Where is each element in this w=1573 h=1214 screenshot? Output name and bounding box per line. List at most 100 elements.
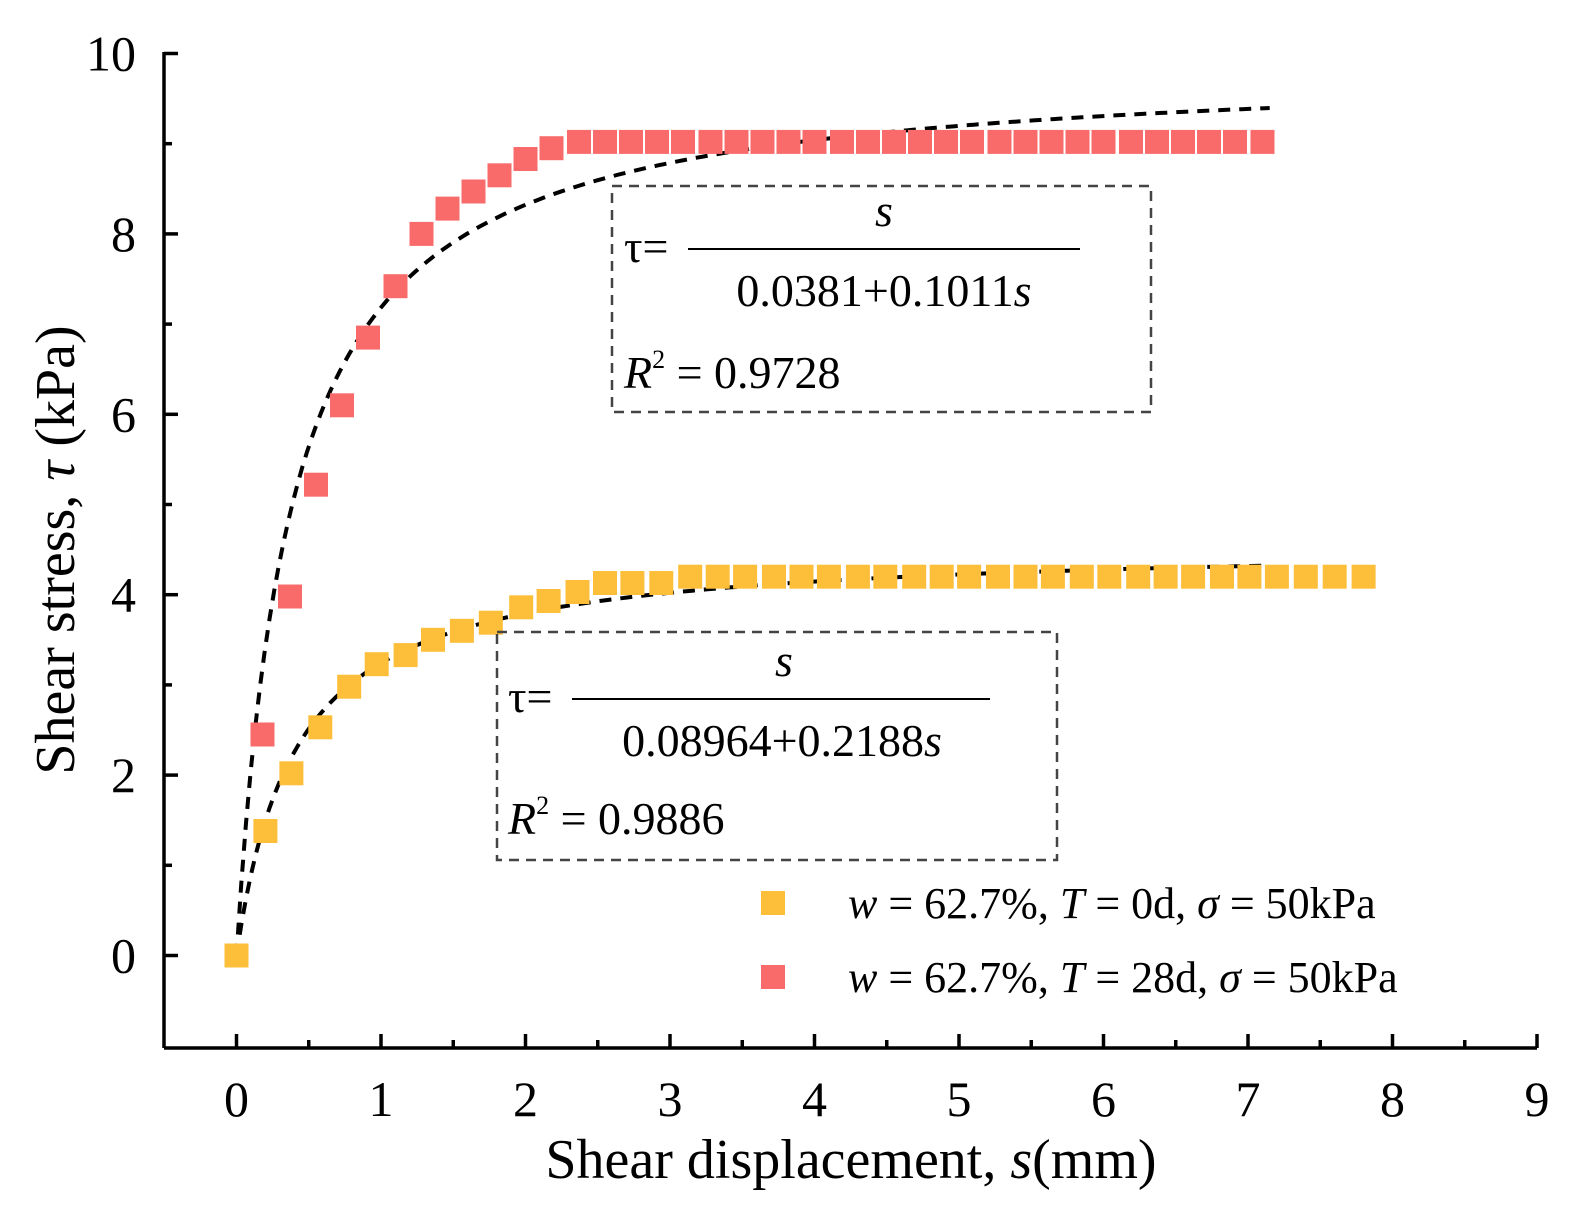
data-point-t0 [873, 564, 898, 589]
y-tick-label: 2 [111, 747, 136, 803]
data-point-t0 [253, 819, 278, 843]
x-tick-label: 8 [1380, 1071, 1405, 1127]
x-ticks: 0 1 2 3 4 5 6 7 8 9 [224, 1034, 1550, 1127]
data-point-t28 [1197, 129, 1221, 154]
data-point-t0 [1181, 564, 1206, 589]
data-point-t0 [308, 715, 333, 740]
data-point-t0 [816, 564, 841, 589]
equation-box-frame [495, 630, 1059, 862]
data-point-t0 [1237, 564, 1262, 589]
x-tick-label: 2 [513, 1071, 538, 1127]
r-label: R [623, 347, 652, 398]
r-value: = 0.9728 [665, 347, 840, 398]
data-point-t0 [620, 571, 645, 595]
data-point-t0 [762, 564, 786, 589]
r-exponent: 2 [652, 345, 665, 374]
data-point-t28 [278, 584, 302, 609]
x-axis-title: Shear displacement, s(mm) [545, 1129, 1156, 1191]
data-point-t28 [250, 722, 275, 747]
equation-denominator: 0.08964+0.2188s [622, 715, 942, 766]
y-tick-label: 8 [111, 206, 136, 262]
data-point-t0 [1013, 564, 1038, 589]
equation-box-frame [610, 184, 1153, 414]
data-point-t0 [393, 643, 418, 668]
data-point-t28 [1145, 129, 1169, 154]
data-point-t0 [845, 564, 870, 589]
fit-lines [234, 106, 1270, 956]
data-point-t28 [461, 179, 486, 204]
data-point-t0 [536, 589, 561, 613]
y-tick-label: 0 [111, 928, 136, 984]
r-label: R [507, 793, 536, 844]
data-point-t0 [224, 943, 249, 968]
data-point-t28 [934, 129, 958, 154]
data-point-t28 [409, 221, 434, 246]
data-point-t28 [304, 472, 328, 497]
data-point-t28 [908, 129, 932, 154]
data-point-t28 [802, 129, 827, 154]
denominator-variable: s [1014, 265, 1032, 316]
x-tick-label: 5 [947, 1071, 972, 1127]
plot-axes [162, 52, 1537, 1050]
x-tick-label: 4 [802, 1071, 827, 1127]
data-point-t28 [1091, 129, 1116, 154]
data-point-t28 [776, 129, 801, 154]
equation-box-t28: τ= s 0.0381+0.1011s R2 = 0.9728 [610, 184, 1153, 414]
legend: w = 62.7%, T = 0d, σ = 50kPa w = 62.7%, … [761, 879, 1398, 1002]
data-point-t0 [1040, 564, 1065, 589]
data-point-t28 [1119, 129, 1143, 154]
data-point-t0 [1264, 564, 1289, 589]
data-point-t28 [487, 163, 512, 188]
data-point-t28 [987, 129, 1012, 154]
data-point-t28 [1039, 129, 1064, 154]
data-point-t0 [789, 564, 814, 589]
data-point-t28 [1223, 129, 1247, 154]
x-tick-label: 9 [1525, 1071, 1550, 1127]
equation-box-t0: τ= s 0.08964+0.2188s R2 = 0.9886 [495, 630, 1059, 862]
data-point-t28 [830, 129, 854, 154]
data-point-t0 [449, 618, 474, 643]
denominator-variable: s [924, 715, 942, 766]
data-point-t0 [1322, 564, 1347, 589]
data-point-t28 [1171, 129, 1195, 154]
data-point-t28 [1013, 129, 1038, 154]
equation-denominator: 0.0381+0.1011s [736, 265, 1031, 316]
y-axis-title: Shear stress, τ (kPa) [25, 325, 87, 774]
r-value: = 0.9886 [549, 793, 724, 844]
data-point-t0 [593, 571, 617, 595]
data-point-t28 [750, 129, 775, 154]
data-point-t0 [902, 564, 927, 589]
data-point-t0 [986, 564, 1010, 589]
equation-lhs: τ= [624, 221, 668, 272]
data-point-t0 [705, 564, 730, 589]
fit-curve-t28 [234, 106, 1270, 956]
data-point-t0 [565, 580, 590, 604]
data-point-t28 [1250, 129, 1275, 154]
data-point-t0 [1351, 564, 1376, 589]
data-point-t0 [678, 564, 703, 589]
data-point-t0 [364, 652, 389, 677]
denominator-constants: 0.0381+0.1011 [736, 265, 1013, 316]
y-tick-label: 6 [111, 386, 136, 442]
denominator-constants: 0.08964+0.2188 [622, 715, 924, 766]
data-point-t28 [356, 325, 380, 350]
data-point-t0 [509, 595, 534, 620]
equation-numerator: s [875, 185, 893, 236]
data-point-t28 [567, 129, 591, 154]
data-point-t0 [1126, 564, 1151, 589]
data-point-t28 [671, 129, 695, 154]
data-point-t0 [649, 571, 674, 595]
x-tick-label: 7 [1236, 1071, 1261, 1127]
data-point-t28 [645, 129, 669, 154]
data-point-t0 [929, 564, 954, 589]
legend-marker-t28 [761, 965, 785, 989]
data-point-t0 [1210, 564, 1234, 589]
legend-label-t28: w = 62.7%, T = 28d, σ = 50kPa [848, 953, 1398, 1002]
data-point-t28 [698, 129, 723, 154]
x-tick-label: 6 [1091, 1071, 1116, 1127]
data-point-t28 [960, 129, 984, 154]
data-point-t0 [478, 610, 503, 635]
data-markers [224, 129, 1376, 968]
equation-numerator: s [775, 635, 793, 686]
data-point-t28 [330, 393, 354, 418]
